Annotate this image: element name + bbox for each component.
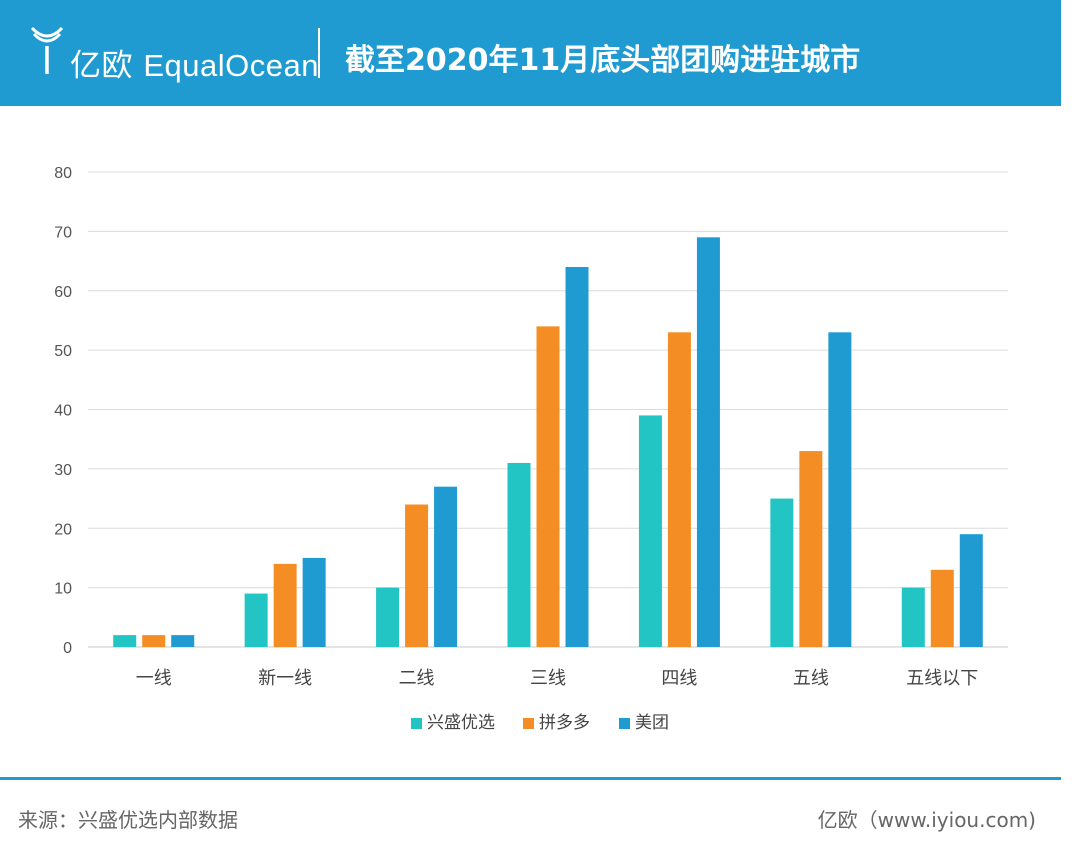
page-title: 截至2020年11月底头部团购进驻城市 — [345, 43, 861, 78]
legend-label: 兴盛优选 — [427, 713, 495, 733]
y-tick-label: 10 — [54, 581, 72, 598]
legend-swatch — [619, 718, 630, 729]
bar-3-5 — [696, 237, 720, 647]
bar-1-7 — [901, 587, 925, 647]
bar-1-3 — [376, 587, 400, 647]
y-tick-label: 50 — [54, 343, 72, 360]
bar-3-3 — [434, 486, 458, 647]
bar-1-2 — [244, 593, 268, 647]
x-tick-label: 三线 — [530, 668, 566, 689]
y-tick-label: 20 — [54, 521, 72, 538]
y-tick-label: 0 — [63, 640, 72, 657]
x-tick-label: 五线以下 — [906, 668, 978, 689]
y-tick-label: 60 — [54, 284, 72, 301]
bar-1-6 — [770, 498, 794, 647]
x-tick-label: 四线 — [661, 668, 697, 689]
bar-1-4 — [507, 462, 531, 647]
bar-2-4 — [536, 326, 560, 647]
y-tick-label: 40 — [54, 403, 72, 420]
header-bar: 亿欧 EqualOcean 截至2020年11月底头部团购进驻城市 — [0, 0, 1061, 106]
y-tick-label: 80 — [54, 165, 72, 182]
logo-cn: 亿欧 — [70, 48, 133, 84]
source-note: 来源：兴盛优选内部数据 — [18, 808, 238, 832]
logo-en: EqualOcean — [143, 48, 319, 83]
bar-2-5 — [667, 332, 691, 647]
bar-2-7 — [930, 569, 954, 647]
x-tick-label: 五线 — [793, 668, 829, 689]
bar-3-6 — [828, 332, 852, 647]
legend-swatch — [411, 718, 422, 729]
bar-3-2 — [302, 557, 326, 647]
bar-3-4 — [565, 267, 589, 647]
bar-2-3 — [405, 504, 429, 647]
bar-3-1 — [171, 635, 195, 647]
legend-swatch — [523, 718, 534, 729]
header-divider — [318, 28, 320, 78]
site-credit: 亿欧（www.iyiou.com) — [817, 808, 1036, 832]
equalocean-logo-icon — [30, 26, 64, 74]
bar-2-2 — [273, 563, 297, 647]
legend-label: 拼多多 — [539, 713, 590, 733]
x-tick-label: 二线 — [399, 668, 435, 689]
y-tick-label: 30 — [54, 462, 72, 479]
bar-2-6 — [799, 451, 823, 647]
bar-1-1 — [113, 635, 137, 647]
footer-rule — [0, 777, 1061, 780]
bar-3-7 — [959, 534, 983, 647]
logo-text: 亿欧 EqualOcean — [70, 40, 319, 85]
bar-1-5 — [638, 415, 662, 647]
bar-2-1 — [142, 635, 166, 647]
legend-label: 美团 — [635, 713, 669, 733]
x-tick-label: 一线 — [136, 668, 172, 689]
y-tick-label: 70 — [54, 224, 72, 241]
x-tick-label: 新一线 — [258, 668, 312, 689]
